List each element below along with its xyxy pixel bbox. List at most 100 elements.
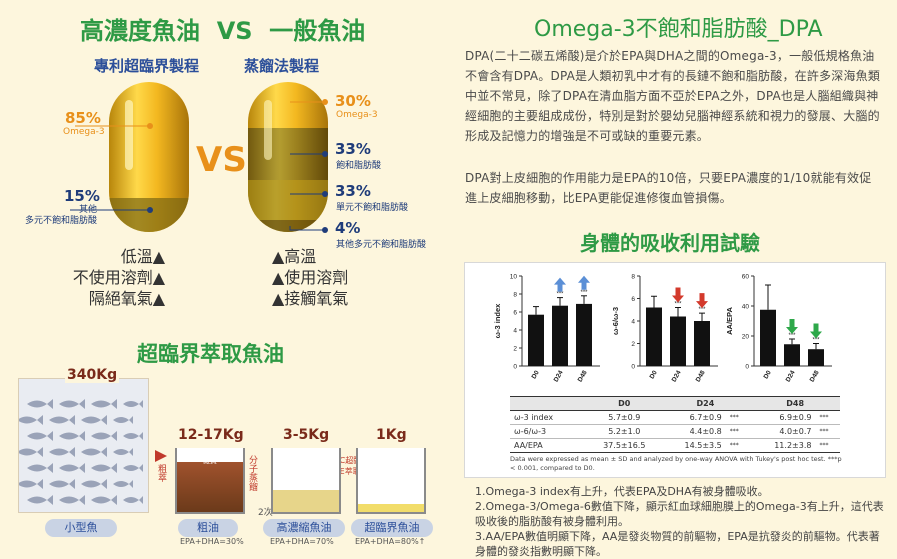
right-mono-name: 單元不飽和脂肪酸 <box>336 203 409 213</box>
right-omega3-percent: 30% <box>335 92 371 110</box>
chart-bar <box>808 349 824 366</box>
stage-small-fish: 小型魚 <box>45 519 117 537</box>
table-header-cell: D0 <box>588 396 661 411</box>
chart-bar <box>784 344 800 366</box>
arrow-molecular-distill: 分子蒸餾 <box>246 455 260 491</box>
table-cell: 11.2±3.8 <box>750 438 816 453</box>
table-cell: 37.5±16.5 <box>588 438 661 453</box>
dpa-paragraph-1: DPA(二十二碳五烯酸)是介於EPA與DHA之間的Omega-3，一般低規格魚油… <box>465 49 881 143</box>
significance-mark: *** <box>580 290 588 296</box>
right-other-name: 其他多元不飽和脂肪酸 <box>336 240 427 250</box>
high-concentration-capsule <box>109 82 189 232</box>
table-cell: AA/EPA <box>510 438 588 453</box>
y-tick-label: 20 <box>742 334 750 341</box>
fish-weight: 340Kg <box>65 367 120 383</box>
finding-2: 2.Omega-3/Omega-6數值下降，顯示紅血球細胞膜上的Omega-3有… <box>475 500 884 528</box>
right-feature-high-temp: ▲高溫 <box>272 247 317 266</box>
x-tick-label: D48 <box>695 369 707 383</box>
note-supercritical-oil: EPA+DHA=80%↑ <box>355 537 426 546</box>
table-row: AA/EPA 37.5±16.5 14.5±3.5 *** 11.2±3.8 *… <box>510 438 840 453</box>
arrow-crude-extract: 粗萃 <box>155 450 167 482</box>
chart-bar <box>552 305 568 366</box>
significance-mark: *** <box>698 307 706 313</box>
table-cell: *** <box>815 410 840 425</box>
results-table: D0 D24 D48 ω-3 index 5.7±0.9 6.7±0.9 ***… <box>510 396 840 453</box>
weight-crude-oil: 12-17Kg <box>178 427 244 443</box>
table-cell: 6.7±0.9 <box>660 410 726 425</box>
right-saturated-name: 飽和脂肪酸 <box>336 161 382 171</box>
y-axis-label: ω-6/ω-3 <box>611 307 620 335</box>
table-cell: 4.4±0.8 <box>660 424 726 439</box>
table-header-row: D0 D24 D48 <box>510 396 840 411</box>
left-feature-low-temp: 低溫▲ <box>120 247 165 266</box>
chart-bar <box>760 309 776 366</box>
capsule-comparison-graphic <box>70 82 328 233</box>
table-row: ω-3 index 5.7±0.9 6.7±0.9 *** 6.9±0.9 **… <box>510 410 840 425</box>
y-tick-label: 2 <box>513 346 517 353</box>
findings-notes: 1.Omega-3 index有上升，代表EPA及DHA有被身體吸收。 2.Om… <box>475 484 885 559</box>
weight-supercritical-oil: 1Kg <box>376 427 407 443</box>
impurity-label: 雜質 <box>203 457 217 465</box>
chart-bar <box>694 321 710 366</box>
left-other-name: 其他 多元不飽和脂肪酸 <box>24 205 97 226</box>
chart-bar <box>576 303 592 366</box>
fish-pattern-graphic <box>17 399 143 505</box>
table-header-cell: D48 <box>750 396 840 411</box>
significance-mark: *** <box>812 338 820 344</box>
y-tick-label: 2 <box>631 341 635 348</box>
right-other-percent: 4% <box>335 219 361 237</box>
right-title: Omega-3不飽和脂肪酸_DPA <box>534 17 823 42</box>
absorption-charts: 0 2 4 6 8 10 ω-3 index D0 D24 *** D48 *** 0 2 4 6 8 ω-6/ω… <box>493 274 832 383</box>
y-tick-label: 0 <box>513 364 517 371</box>
significance-mark: *** <box>788 333 796 339</box>
table-cell: 4.0±0.7 <box>750 424 816 439</box>
note-crude-oil: EPA+DHA=30% <box>180 537 244 546</box>
table-cell: *** <box>725 438 751 453</box>
y-tick-label: 4 <box>631 319 635 326</box>
left-omega3-percent: 85% <box>65 109 101 127</box>
stage-concentrated-oil: 高濃縮魚油 <box>263 519 345 537</box>
vs-label: VS <box>196 140 247 180</box>
table-header-cell <box>510 396 588 411</box>
x-tick-label: D0 <box>763 369 773 380</box>
table-header-cell: D24 <box>660 396 751 411</box>
stage-crude-oil: 粗油 <box>178 519 238 537</box>
x-tick-label: D24 <box>785 369 797 383</box>
right-omega3-name: Omega-3 <box>336 110 378 120</box>
x-tick-label: D24 <box>553 369 565 383</box>
x-tick-label: D0 <box>531 369 541 380</box>
distillation-process-label: 蒸餾法製程 <box>244 57 320 75</box>
chart-bar <box>528 314 544 366</box>
left-feature-no-oxygen: 隔絕氧氣▲ <box>88 289 165 308</box>
beaker-supercritical-oil <box>356 448 426 514</box>
right-saturated-percent: 33% <box>335 140 371 158</box>
table-cell: *** <box>725 410 751 425</box>
dpa-paragraph-2: DPA對上皮細胞的作用能力是EPA的10倍，只要EPA濃度的1/10就能有效促進… <box>465 171 872 205</box>
left-title: 高濃度魚油 VS 一般魚油 <box>80 17 366 45</box>
finding-1: 1.Omega-3 index有上升，代表EPA及DHA有被身體吸收。 <box>475 485 769 498</box>
weight-concentrated-oil: 3-5Kg <box>283 427 330 443</box>
step-crude-extract: 粗萃 <box>156 464 166 482</box>
significance-mark: *** <box>556 292 564 298</box>
note-concentrated-oil: EPA+DHA=70% <box>270 537 334 546</box>
y-tick-label: 40 <box>742 304 750 311</box>
down-arrow-icon <box>672 287 684 303</box>
finding-3: 3.AA/EPA數值明顯下降，AA是發炎物質的前驅物，EPA是抗發炎的前驅物。代… <box>475 530 880 558</box>
y-tick-label: 8 <box>631 274 635 281</box>
table-row: ω-6/ω-3 5.2±1.0 4.4±0.8 *** 4.0±0.7 *** <box>510 424 840 439</box>
step-molecular-distill: 分子蒸餾 <box>247 455 257 491</box>
arrow-supercritical: SFC超臨界 SFE萃取 <box>330 456 370 476</box>
table-cell: 14.5±3.5 <box>660 438 726 453</box>
x-tick-label: D48 <box>577 369 589 383</box>
right-features: ▲高溫 ▲使用溶劑 ▲接觸氧氣 <box>272 246 348 309</box>
table-footnote: Data were expressed as mean ± SD and ana… <box>510 455 842 472</box>
x-tick-label: D24 <box>671 369 683 383</box>
chart-bar <box>670 316 686 366</box>
table-cell: 5.2±1.0 <box>588 424 661 439</box>
table-cell: *** <box>815 424 840 439</box>
left-omega3-name: Omega-3 <box>63 127 105 137</box>
x-tick-label: D48 <box>809 369 821 383</box>
down-arrow-icon <box>810 323 822 339</box>
regular-capsule <box>248 82 328 232</box>
left-feature-no-solvent: 不使用溶劑▲ <box>72 268 165 287</box>
